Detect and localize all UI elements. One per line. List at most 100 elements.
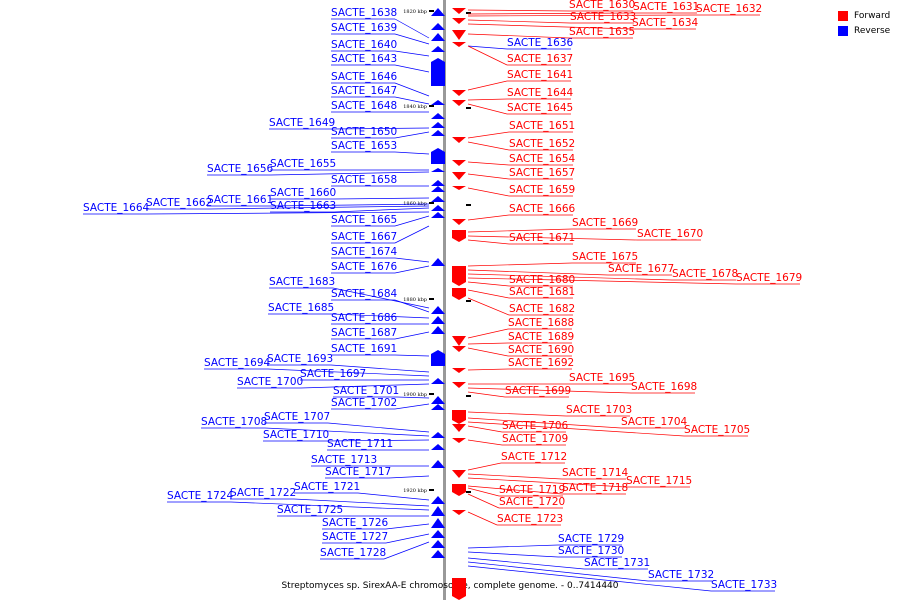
forward-gene-arrow[interactable]	[452, 172, 466, 180]
reverse-gene-arrow[interactable]	[431, 196, 445, 202]
reverse-gene-arrow[interactable]	[431, 326, 445, 334]
gene-label-sacte-1643[interactable]: SACTE_1643	[331, 53, 397, 65]
forward-gene-arrow[interactable]	[452, 578, 466, 600]
gene-label-sacte-1722[interactable]: SACTE_1722	[230, 487, 296, 499]
reverse-gene-arrow[interactable]	[431, 540, 445, 548]
gene-label-sacte-1691[interactable]: SACTE_1691	[331, 343, 397, 355]
forward-gene-arrow[interactable]	[452, 90, 466, 96]
gene-label-sacte-1646[interactable]: SACTE_1646	[331, 71, 398, 83]
reverse-gene-arrow[interactable]	[431, 396, 445, 404]
gene-label-sacte-1715[interactable]: SACTE_1715	[626, 475, 692, 487]
forward-gene-arrow[interactable]	[452, 266, 466, 286]
gene-label-sacte-1667[interactable]: SACTE_1667	[331, 231, 397, 243]
gene-label-sacte-1702[interactable]: SACTE_1702	[331, 397, 397, 409]
gene-label-sacte-1647[interactable]: SACTE_1647	[331, 85, 397, 97]
forward-gene-arrow[interactable]	[452, 100, 466, 106]
forward-gene-arrow[interactable]	[452, 346, 466, 352]
gene-label-sacte-1677[interactable]: SACTE_1677	[608, 263, 674, 275]
gene-label-sacte-1705[interactable]: SACTE_1705	[684, 424, 750, 436]
forward-gene-arrow[interactable]	[452, 219, 466, 225]
legend-item-forward[interactable]: Forward	[838, 8, 890, 23]
reverse-gene-arrow[interactable]	[431, 444, 445, 450]
gene-label-sacte-1695[interactable]: SACTE_1695	[569, 372, 635, 384]
gene-label-sacte-1661[interactable]: SACTE_1661	[207, 194, 273, 206]
forward-gene-arrow[interactable]	[452, 470, 466, 478]
forward-gene-arrow[interactable]	[452, 424, 466, 432]
reverse-gene-arrow[interactable]	[431, 33, 445, 41]
gene-label-sacte-1634[interactable]: SACTE_1634	[632, 17, 699, 29]
gene-label-sacte-1694[interactable]: SACTE_1694	[204, 357, 271, 369]
gene-label-sacte-1700[interactable]: SACTE_1700	[237, 376, 303, 388]
forward-gene-arrow[interactable]	[452, 336, 466, 346]
reverse-gene-arrow[interactable]	[431, 316, 445, 324]
gene-label-sacte-1632[interactable]: SACTE_1632	[696, 3, 762, 15]
gene-label-sacte-1682[interactable]: SACTE_1682	[509, 303, 575, 315]
gene-label-sacte-1644[interactable]: SACTE_1644	[507, 87, 574, 99]
forward-gene-arrow[interactable]	[452, 484, 466, 496]
gene-label-sacte-1720[interactable]: SACTE_1720	[499, 496, 565, 508]
reverse-gene-arrow[interactable]	[431, 404, 445, 410]
gene-label-sacte-1693[interactable]: SACTE_1693	[267, 353, 333, 365]
gene-label-sacte-1678[interactable]: SACTE_1678	[672, 268, 738, 280]
gene-label-sacte-1731[interactable]: SACTE_1731	[584, 557, 650, 569]
forward-gene-arrow[interactable]	[452, 230, 466, 242]
gene-label-sacte-1703[interactable]: SACTE_1703	[566, 404, 632, 416]
gene-label-sacte-1721[interactable]: SACTE_1721	[294, 481, 360, 493]
legend-item-reverse[interactable]: Reverse	[838, 23, 890, 38]
gene-label-sacte-1665[interactable]: SACTE_1665	[331, 214, 397, 226]
reverse-gene-arrow[interactable]	[431, 168, 445, 172]
forward-gene-arrow[interactable]	[452, 438, 466, 443]
gene-label-sacte-1636[interactable]: SACTE_1636	[507, 37, 574, 49]
reverse-gene-arrow[interactable]	[431, 212, 445, 218]
gene-label-sacte-1653[interactable]: SACTE_1653	[331, 140, 397, 152]
gene-label-sacte-1670[interactable]: SACTE_1670	[637, 228, 703, 240]
forward-gene-arrow[interactable]	[452, 368, 466, 373]
gene-label-sacte-1652[interactable]: SACTE_1652	[509, 138, 575, 150]
gene-label-sacte-1686[interactable]: SACTE_1686	[331, 312, 398, 324]
gene-label-sacte-1708[interactable]: SACTE_1708	[201, 416, 267, 428]
gene-label-sacte-1657[interactable]: SACTE_1657	[509, 167, 575, 179]
reverse-gene-arrow[interactable]	[431, 46, 445, 52]
forward-gene-arrow[interactable]	[452, 137, 466, 143]
reverse-gene-arrow[interactable]	[431, 432, 445, 438]
gene-label-sacte-1637[interactable]: SACTE_1637	[507, 53, 573, 65]
reverse-gene-arrow[interactable]	[431, 130, 445, 136]
gene-label-sacte-1711[interactable]: SACTE_1711	[327, 438, 393, 450]
gene-label-sacte-1674[interactable]: SACTE_1674	[331, 246, 398, 258]
reverse-gene-arrow[interactable]	[431, 180, 445, 186]
gene-label-sacte-1719[interactable]: SACTE_1719	[499, 484, 565, 496]
reverse-gene-arrow[interactable]	[431, 58, 445, 86]
gene-label-sacte-1635[interactable]: SACTE_1635	[569, 26, 635, 38]
gene-label-sacte-1704[interactable]: SACTE_1704	[621, 416, 688, 428]
gene-label-sacte-1679[interactable]: SACTE_1679	[736, 272, 802, 284]
gene-label-sacte-1666[interactable]: SACTE_1666	[509, 203, 576, 215]
reverse-gene-arrow[interactable]	[431, 378, 445, 384]
gene-label-sacte-1709[interactable]: SACTE_1709	[502, 433, 568, 445]
gene-label-sacte-1630[interactable]: SACTE_1630	[569, 0, 635, 11]
reverse-gene-arrow[interactable]	[431, 113, 445, 119]
forward-gene-arrow[interactable]	[452, 42, 466, 47]
gene-label-sacte-1692[interactable]: SACTE_1692	[508, 357, 574, 369]
reverse-gene-arrow[interactable]	[431, 496, 445, 504]
gene-label-sacte-1650[interactable]: SACTE_1650	[331, 126, 397, 138]
gene-label-sacte-1718[interactable]: SACTE_1718	[562, 482, 628, 494]
gene-label-sacte-1631[interactable]: SACTE_1631	[633, 1, 699, 13]
gene-label-sacte-1699[interactable]: SACTE_1699	[505, 385, 571, 397]
gene-label-sacte-1641[interactable]: SACTE_1641	[507, 69, 573, 81]
gene-label-sacte-1712[interactable]: SACTE_1712	[501, 451, 567, 463]
gene-label-sacte-1662[interactable]: SACTE_1662	[146, 197, 212, 209]
gene-label-sacte-1701[interactable]: SACTE_1701	[333, 385, 399, 397]
forward-gene-arrow[interactable]	[452, 160, 466, 166]
forward-gene-arrow[interactable]	[452, 30, 466, 40]
gene-label-sacte-1681[interactable]: SACTE_1681	[509, 286, 575, 298]
reverse-gene-arrow[interactable]	[431, 350, 445, 366]
forward-gene-arrow[interactable]	[452, 8, 466, 14]
gene-label-sacte-1633[interactable]: SACTE_1633	[570, 11, 636, 23]
gene-label-sacte-1640[interactable]: SACTE_1640	[331, 39, 397, 51]
gene-label-sacte-1684[interactable]: SACTE_1684	[331, 288, 398, 300]
gene-label-sacte-1730[interactable]: SACTE_1730	[558, 545, 624, 557]
gene-label-sacte-1669[interactable]: SACTE_1669	[572, 217, 638, 229]
gene-label-sacte-1651[interactable]: SACTE_1651	[509, 120, 575, 132]
gene-label-sacte-1710[interactable]: SACTE_1710	[263, 429, 329, 441]
reverse-gene-arrow[interactable]	[431, 122, 445, 128]
